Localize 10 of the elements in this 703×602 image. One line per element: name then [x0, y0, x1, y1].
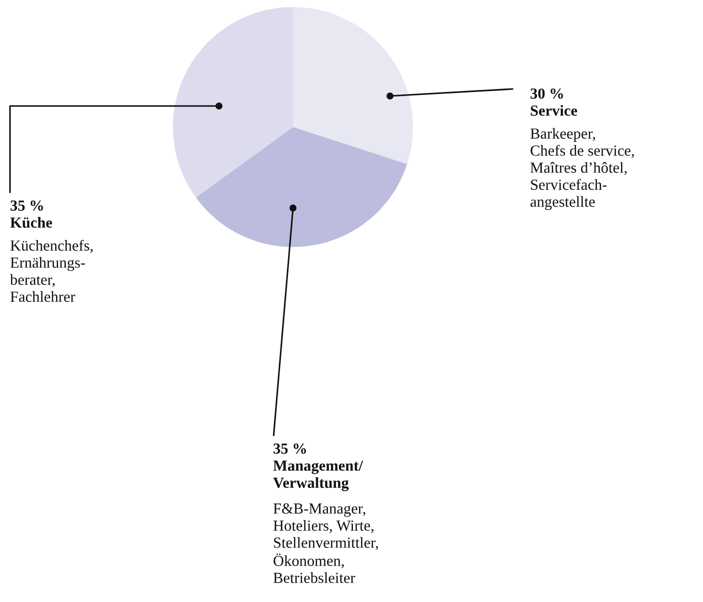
text: Barkeeper, Chefs de service, Maîtres d’hôtel, Servicefach- angestellte: [530, 128, 634, 210]
pie-slice: [196, 127, 408, 247]
text: F&B-Manager, Hoteliers, Wirte, Stellenvermittler, Ökonomen, Betriebsleiter: [273, 503, 378, 584]
text: Küchenchefs, Ernährungs- berater, Fachlehrer: [10, 240, 93, 302]
slice-label: Küche: [10, 217, 52, 228]
data-label: 35 %: [274, 443, 306, 454]
slice-label: Service: [530, 105, 578, 116]
slice-label: Management/ Verwaltung: [273, 460, 364, 492]
data-label: 30 %: [530, 88, 563, 99]
data-label: 35 %: [10, 200, 43, 211]
